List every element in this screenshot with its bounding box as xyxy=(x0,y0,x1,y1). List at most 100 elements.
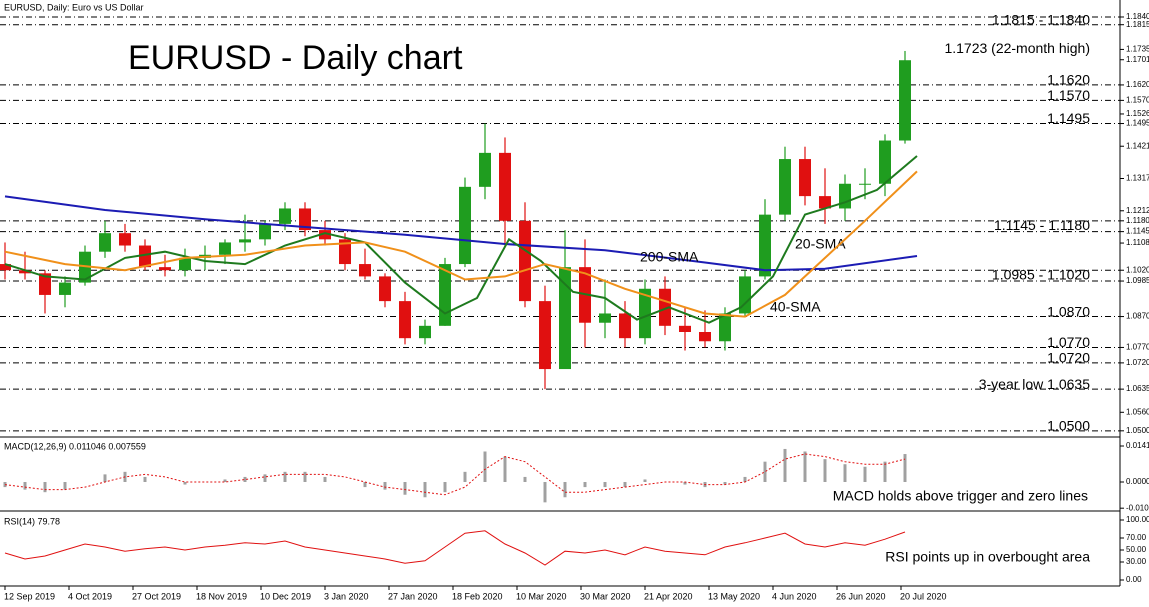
x-tick-label: 27 Oct 2019 xyxy=(132,591,181,601)
candle-body xyxy=(359,264,371,277)
sma-line xyxy=(4,155,918,324)
x-tick-label: 10 Dec 2019 xyxy=(260,591,311,601)
y-tick-label: 1.15260 xyxy=(1126,109,1149,118)
candle-body xyxy=(779,159,791,215)
x-tick-label: 18 Nov 2019 xyxy=(196,591,247,601)
y-tick-label: 100.00 xyxy=(1126,515,1149,524)
level-label: 3-year low 1.0635 xyxy=(979,376,1091,392)
y-tick-label: 1.10200 xyxy=(1126,265,1149,274)
macd-label: MACD(12,26,9) 0.011046 0.007559 xyxy=(4,441,146,451)
x-tick-label: 10 Mar 2020 xyxy=(516,591,567,601)
signal-line xyxy=(4,453,906,496)
candle-body xyxy=(899,60,911,141)
candle-body xyxy=(739,276,751,314)
y-tick-label: 1.09850 xyxy=(1126,276,1149,285)
y-tick-label: 1.17016 xyxy=(1126,55,1149,64)
candle-body xyxy=(599,313,611,323)
candle-body xyxy=(559,267,571,370)
y-tick-label: 30.00 xyxy=(1126,557,1147,566)
y-tick-label: 1.18400 xyxy=(1126,12,1149,21)
y-tick-label: 1.08700 xyxy=(1126,312,1149,321)
y-tick-label: 1.18150 xyxy=(1126,20,1149,29)
y-tick-label: 1.07200 xyxy=(1126,358,1149,367)
y-tick-label: 1.16200 xyxy=(1126,80,1149,89)
y-tick-label: 1.05000 xyxy=(1126,426,1149,435)
x-tick-label: 30 Mar 2020 xyxy=(580,591,631,601)
candle-body xyxy=(119,233,131,246)
x-tick-label: 12 Sep 2019 xyxy=(4,591,55,601)
x-tick-label: 18 Feb 2020 xyxy=(452,591,503,601)
candle-body xyxy=(219,242,231,255)
candle-body xyxy=(479,152,491,187)
x-tick-label: 27 Jan 2020 xyxy=(388,591,438,601)
candle-body xyxy=(879,140,891,184)
macd-annotation: MACD holds above trigger and zero lines xyxy=(833,488,1088,504)
candle-body xyxy=(319,230,331,240)
level-label: 1.0500 xyxy=(1047,418,1090,434)
y-tick-label: 0.000000 xyxy=(1126,477,1149,486)
candle-body xyxy=(299,208,311,231)
candle-body xyxy=(79,251,91,283)
sma-label: 20-SMA xyxy=(795,236,846,252)
sma-line xyxy=(4,195,918,272)
level-label: 1.1570 xyxy=(1047,87,1090,103)
candle-body xyxy=(459,186,471,265)
candle-body xyxy=(259,223,271,240)
y-tick-label: 1.15700 xyxy=(1126,95,1149,104)
candle-body xyxy=(19,270,31,274)
y-tick-label: 1.06350 xyxy=(1126,384,1149,393)
candle-body xyxy=(59,282,71,295)
level-label: 1.1723 (22-month high) xyxy=(944,40,1090,56)
y-tick-label: 1.14950 xyxy=(1126,119,1149,128)
candle-body xyxy=(0,264,11,271)
candle-body xyxy=(519,220,531,302)
y-tick-label: 1.07700 xyxy=(1126,343,1149,352)
level-label: 1.0870 xyxy=(1047,303,1090,319)
candle-body xyxy=(699,331,711,342)
level-label: 1.1145 - 1.1180 xyxy=(994,217,1090,233)
candle-body xyxy=(839,183,851,209)
y-tick-label: 50.00 xyxy=(1126,545,1147,554)
rsi-line xyxy=(4,530,906,566)
candle-body xyxy=(859,183,871,185)
x-tick-label: 4 Oct 2019 xyxy=(68,591,112,601)
rsi-annotation: RSI points up in overbought area xyxy=(885,549,1090,565)
candle-body xyxy=(279,208,291,224)
candle-body xyxy=(99,233,111,252)
x-tick-label: 13 May 2020 xyxy=(708,591,760,601)
candle-body xyxy=(799,159,811,197)
candle-body xyxy=(159,267,171,271)
candle-body xyxy=(759,214,771,277)
y-tick-label: 1.14215 xyxy=(1126,141,1149,150)
y-tick-label: 1.11450 xyxy=(1126,227,1149,236)
chart-subtitle: EURUSD, Daily: Euro vs US Dollar xyxy=(4,2,144,12)
x-tick-label: 4 Jun 2020 xyxy=(772,591,817,601)
candle-body xyxy=(419,325,431,339)
y-tick-label: 0.014155 xyxy=(1126,441,1149,450)
candle-body xyxy=(379,276,391,302)
candle-body xyxy=(399,301,411,339)
rsi-label: RSI(14) 79.78 xyxy=(4,516,60,526)
candle-body xyxy=(499,152,511,221)
level-label: 1.1495 xyxy=(1047,110,1090,126)
y-tick-label: 1.11800 xyxy=(1126,216,1149,225)
x-tick-label: 21 Apr 2020 xyxy=(644,591,693,601)
candle-body xyxy=(619,313,631,339)
y-tick-label: 1.13170 xyxy=(1126,174,1149,183)
y-tick-label: 1.11080 xyxy=(1126,238,1149,247)
candle-body xyxy=(659,288,671,326)
y-tick-label: 1.05600 xyxy=(1126,407,1149,416)
candle-body xyxy=(719,313,731,342)
candle-body xyxy=(179,257,191,271)
candle-body xyxy=(239,239,251,243)
candle-body xyxy=(39,273,51,295)
candle-body xyxy=(139,245,151,268)
sma-line xyxy=(4,170,918,318)
level-label: 1.0770 xyxy=(1047,334,1090,350)
candle-body xyxy=(819,196,831,209)
level-label: 1.0985 - 1.1020 xyxy=(992,266,1090,282)
y-tick-label: -0.010293 xyxy=(1126,503,1149,512)
